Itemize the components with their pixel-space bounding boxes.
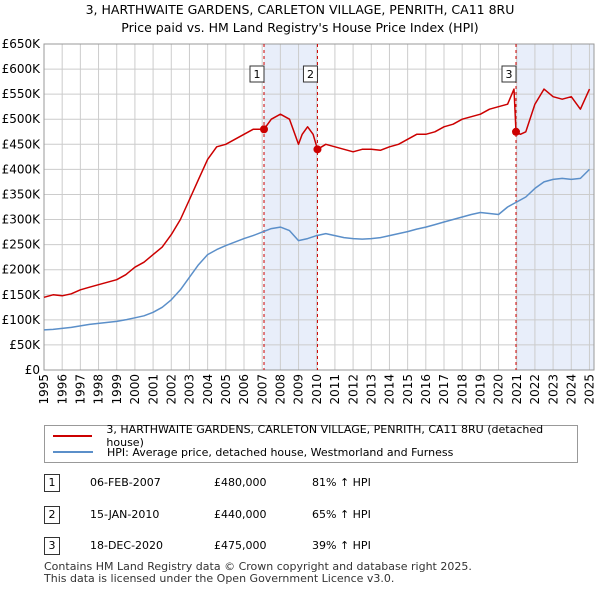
transaction-badge: 2 (44, 506, 60, 524)
sale-label-box (249, 65, 265, 83)
y-tick-label: £150K (2, 288, 42, 302)
transaction-hpi: 39% ↑ HPI (312, 539, 371, 552)
x-tick-label: 2003 (183, 374, 197, 405)
price-chart: £0 £50K £100K £150K £200K £250K £300K £350K £400… (2, 37, 597, 405)
x-tick-label: 2013 (364, 374, 378, 405)
x-tick-label: 2004 (201, 374, 215, 405)
x-tick-label: 1997 (74, 374, 88, 405)
sale-point (512, 127, 520, 136)
shaded-period (516, 44, 594, 370)
legend-swatch-hpi (53, 451, 93, 453)
x-tick-label: 2024 (564, 374, 578, 405)
y-tick-label: £550K (2, 87, 42, 101)
transaction-row: 3 18-DEC-2020 £475,000 39% ↑ HPI (44, 537, 564, 555)
transaction-date: 15-JAN-2010 (90, 508, 160, 521)
legend-item-hpi: HPI: Average price, detached house, West… (53, 444, 453, 460)
y-tick-label: £350K (2, 187, 42, 201)
sale-point (260, 125, 268, 134)
x-tick-label: 2001 (146, 374, 160, 405)
x-tick-label: 1999 (110, 374, 124, 405)
footer-copyright: Contains HM Land Registry data © Crown c… (44, 560, 472, 573)
transaction-hpi: 81% ↑ HPI (312, 476, 371, 489)
y-tick-label: £400K (2, 162, 42, 176)
transaction-date: 06-FEB-2007 (90, 476, 161, 489)
x-tick-label: 1998 (92, 374, 106, 405)
legend-label-hpi: HPI: Average price, detached house, West… (107, 445, 454, 459)
x-tick-label: 2017 (437, 374, 451, 405)
y-tick-label: £450K (2, 137, 42, 151)
transaction-hpi: 65% ↑ HPI (312, 508, 371, 521)
x-tick-label: 2006 (237, 374, 251, 405)
sale-label: 3 (506, 68, 513, 81)
x-tick-label: 2012 (346, 374, 360, 405)
transaction-badge: 3 (44, 537, 60, 555)
y-tick-label: £100K (2, 313, 42, 327)
y-tick-label: £50K (9, 338, 41, 352)
y-tick-label: £250K (2, 238, 42, 252)
x-tick-label: 2022 (528, 374, 542, 405)
transaction-price: £475,000 (214, 539, 267, 552)
sale-point (313, 145, 322, 154)
y-tick-label: £600K (2, 62, 42, 76)
x-tick-label: 2019 (474, 374, 488, 405)
legend-swatch-property (53, 435, 93, 437)
x-tick-label: 2007 (255, 374, 269, 405)
legend-label-property: 3, HARTHWAITE GARDENS, CARLETON VILLAGE,… (106, 423, 544, 449)
x-tick-label: 2008 (274, 374, 288, 405)
y-tick-label: £0 (25, 363, 40, 377)
y-tick-label: £650K (2, 37, 42, 51)
x-tick-label: 2020 (492, 374, 506, 405)
x-tick-label: 2021 (510, 374, 524, 405)
x-tick-label: 2014 (383, 374, 397, 405)
sale-label: 1 (254, 68, 261, 81)
chart-legend: 3, HARTHWAITE GARDENS, CARLETON VILLAGE,… (44, 423, 578, 463)
x-tick-label: 2023 (546, 374, 560, 405)
chart-subtitle: Price paid vs. HM Land Registry's House … (121, 20, 479, 35)
x-tick-label: 2025 (583, 374, 597, 405)
x-tick-label: 2015 (401, 374, 415, 405)
sale-label: 2 (307, 68, 314, 81)
chart-title: 3, HARTHWAITE GARDENS, CARLETON VILLAGE,… (85, 2, 515, 17)
transaction-row: 1 06-FEB-2007 £480,000 81% ↑ HPI (44, 474, 564, 492)
sale-label-box (302, 65, 318, 83)
legend-item-property: 3, HARTHWAITE GARDENS, CARLETON VILLAGE,… (53, 423, 577, 449)
transaction-price: £480,000 (214, 476, 267, 489)
x-tick-label: 2016 (419, 374, 433, 405)
y-tick-label: £500K (2, 112, 42, 126)
y-tick-label: £300K (2, 213, 42, 227)
x-tick-label: 2005 (219, 374, 233, 405)
x-tick-label: 2000 (128, 374, 142, 405)
x-tick-label: 2018 (455, 374, 469, 405)
x-tick-label: 2002 (164, 374, 178, 405)
x-tick-label: 2010 (310, 374, 324, 405)
sale-label-box (501, 65, 517, 83)
transaction-date: 18-DEC-2020 (90, 539, 164, 552)
x-tick-label: 1995 (37, 374, 51, 405)
transaction-badge: 1 (44, 474, 60, 492)
shaded-period (264, 44, 318, 370)
transaction-row: 2 15-JAN-2010 £440,000 65% ↑ HPI (44, 506, 564, 524)
x-tick-label: 1996 (55, 374, 69, 405)
hpi-line (43, 168, 591, 331)
plot-frame (43, 43, 595, 371)
x-tick-label: 2009 (292, 374, 306, 405)
footer-licence: This data is licensed under the Open Gov… (44, 572, 395, 585)
y-tick-label: £200K (2, 263, 42, 277)
transaction-price: £440,000 (214, 508, 267, 521)
x-tick-label: 2011 (328, 374, 342, 405)
